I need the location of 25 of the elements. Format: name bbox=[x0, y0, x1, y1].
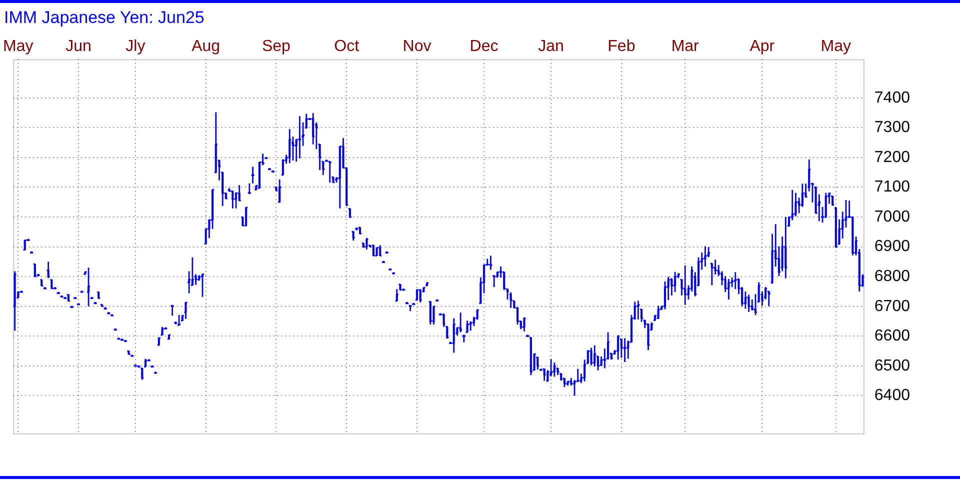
y-tick-label: 6400 bbox=[874, 387, 910, 404]
y-tick-label: 7200 bbox=[874, 148, 910, 166]
y-tick-label: 6700 bbox=[874, 298, 910, 315]
y-tick-label: 6800 bbox=[874, 268, 910, 285]
y-tick-label: 7400 bbox=[874, 89, 910, 106]
x-tick-label: May bbox=[3, 38, 34, 56]
x-tick-label: Oct bbox=[334, 38, 360, 56]
y-tick-label: 7000 bbox=[874, 208, 910, 226]
y-tick-label: 7300 bbox=[874, 119, 910, 136]
x-tick-label: Jan bbox=[538, 38, 564, 56]
x-tick-label: May bbox=[820, 38, 852, 56]
x-tick-label: Sep bbox=[262, 38, 291, 56]
x-tick-label: Aug bbox=[192, 38, 220, 56]
x-tick-label: Dec bbox=[470, 38, 498, 56]
y-tick-label: 6600 bbox=[874, 328, 910, 345]
y-tick-label: 6500 bbox=[874, 357, 910, 374]
x-tick-label: Mar bbox=[671, 38, 700, 56]
x-tick-label: Jun bbox=[66, 38, 92, 56]
x-tick-label: Nov bbox=[402, 38, 432, 56]
y-tick-label: 6900 bbox=[874, 238, 910, 256]
y-tick-label: 7100 bbox=[874, 178, 910, 196]
x-tick-label: Jly bbox=[126, 38, 146, 56]
x-tick-label: Feb bbox=[608, 38, 636, 56]
chart-title: IMM Japanese Yen: Jun25 bbox=[4, 8, 204, 28]
x-tick-label: Apr bbox=[750, 38, 776, 56]
